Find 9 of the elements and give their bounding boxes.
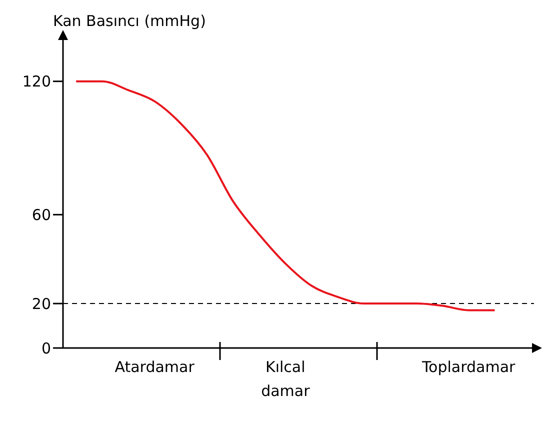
y-tick-label: 20 [32, 294, 51, 313]
y-tick-label: 60 [32, 206, 51, 224]
line-series [75, 80, 496, 312]
y-tick-label: 0 [41, 339, 51, 358]
y-tick-label: 120 [22, 72, 51, 91]
x-tick-label: Toplardamar [420, 358, 516, 376]
y-axis-title: Kan Basıncı (mmHg) [53, 12, 206, 30]
x-tick-label: Atardamar [114, 358, 196, 376]
x-tick-label: Kılcal damar [261, 358, 311, 400]
